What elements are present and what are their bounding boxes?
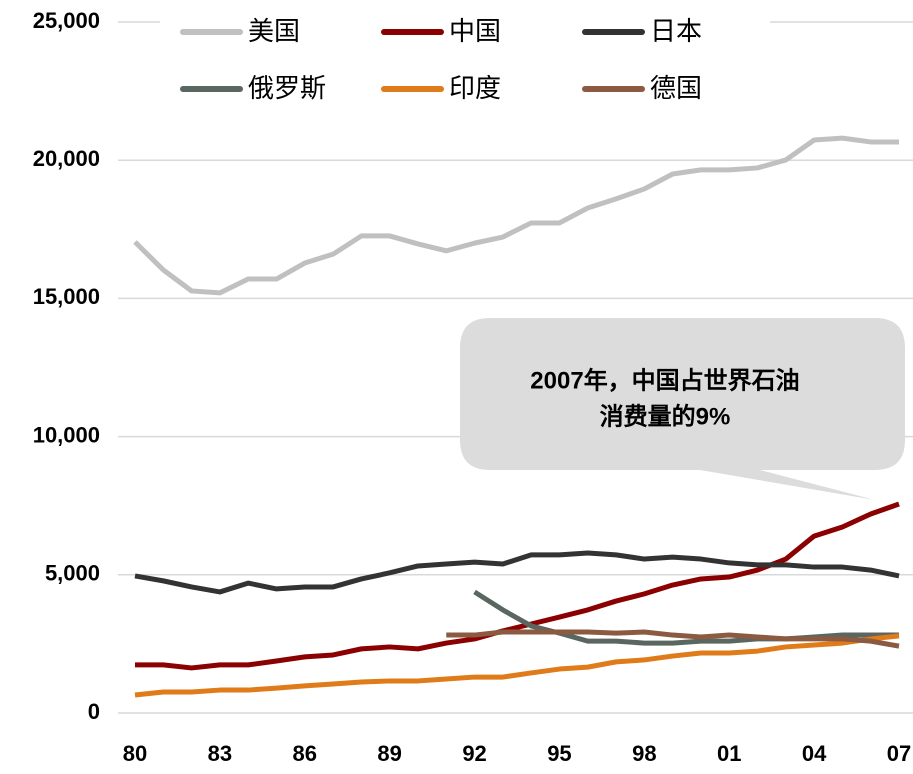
legend-label: 日本 xyxy=(650,16,702,46)
y-tick-label: 20,000 xyxy=(33,146,100,171)
y-tick-label: 25,000 xyxy=(33,8,100,33)
series-line xyxy=(134,633,900,698)
y-tick-label: 10,000 xyxy=(33,422,100,447)
legend-label: 德国 xyxy=(650,73,702,103)
legend-label: 美国 xyxy=(248,16,300,46)
series-line xyxy=(133,135,899,296)
x-tick-label: 86 xyxy=(293,741,317,766)
x-tick-label: 07 xyxy=(887,741,911,766)
legend-label: 俄罗斯 xyxy=(248,73,326,103)
legend-background xyxy=(160,5,770,120)
series-line xyxy=(134,550,900,595)
series-line xyxy=(135,501,900,671)
x-tick-label: 83 xyxy=(208,741,232,766)
x-tick-label: 80 xyxy=(123,741,147,766)
y-tick-label: 15,000 xyxy=(33,284,100,309)
y-tick-label: 0 xyxy=(88,699,100,724)
annotation-bubble xyxy=(460,318,905,500)
y-tick-label: 5,000 xyxy=(45,561,100,586)
x-tick-label: 89 xyxy=(377,741,401,766)
annotation-text: 消费量的9% xyxy=(600,402,731,430)
x-tick-label: 98 xyxy=(632,741,656,766)
legend-label: 印度 xyxy=(449,73,501,103)
x-tick-label: 95 xyxy=(547,741,571,766)
legend-label: 中国 xyxy=(449,16,501,46)
x-tick-label: 92 xyxy=(462,741,486,766)
x-tick-label: 04 xyxy=(802,741,827,766)
series-line xyxy=(446,629,900,649)
x-tick-label: 01 xyxy=(717,741,741,766)
annotation-text: 2007年，中国占世界石油 xyxy=(530,366,799,394)
